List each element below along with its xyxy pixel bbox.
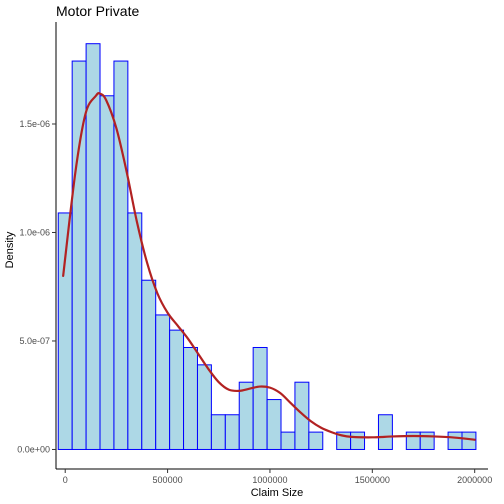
histogram-bar [155, 314, 171, 450]
histogram-bar [308, 431, 324, 450]
histogram-bar [127, 212, 143, 450]
histogram-bar [350, 431, 366, 450]
histogram-bars [57, 43, 477, 450]
axis-ticks: 0 500000 1000000 1500000 2000000 0.0e+00 5.0e-… [17, 119, 492, 485]
histogram-bar [169, 329, 185, 450]
chart-title: Motor Private [56, 3, 139, 19]
histogram-bar [405, 431, 421, 450]
histogram-bar [266, 399, 282, 450]
histogram-bar [238, 381, 254, 450]
histogram-bar [294, 381, 310, 450]
y-tick-label: 0.0e+00 [17, 444, 50, 454]
histogram-bar [196, 364, 212, 450]
histogram-bar [210, 414, 226, 450]
histogram-bar [461, 431, 477, 450]
histogram-bar [252, 346, 268, 450]
histogram-bar [377, 414, 393, 450]
histogram-bar [113, 60, 129, 450]
density-curve-group [62, 92, 476, 441]
x-tick-label: 0 [63, 475, 68, 485]
histogram-bar [141, 279, 157, 450]
density-curve [62, 92, 476, 441]
x-tick-label: 1500000 [355, 475, 390, 485]
y-tick-label: 1.5e-06 [19, 119, 50, 129]
histogram-bar [183, 346, 198, 450]
histogram-bar [280, 431, 296, 450]
x-axis-label: Claim Size [251, 487, 304, 499]
histogram-bar [224, 414, 240, 450]
axes [55, 22, 488, 470]
x-tick-label: 2000000 [457, 475, 492, 485]
x-tick-label: 1000000 [252, 475, 287, 485]
histogram-bar [419, 431, 435, 450]
y-axis-label: Density [4, 231, 16, 268]
y-tick-label: 1.0e-06 [19, 227, 50, 237]
y-tick-label: 5.0e-07 [19, 336, 50, 346]
histogram-bar [99, 95, 115, 450]
histogram-bar [447, 431, 463, 450]
x-tick-label: 500000 [153, 475, 183, 485]
